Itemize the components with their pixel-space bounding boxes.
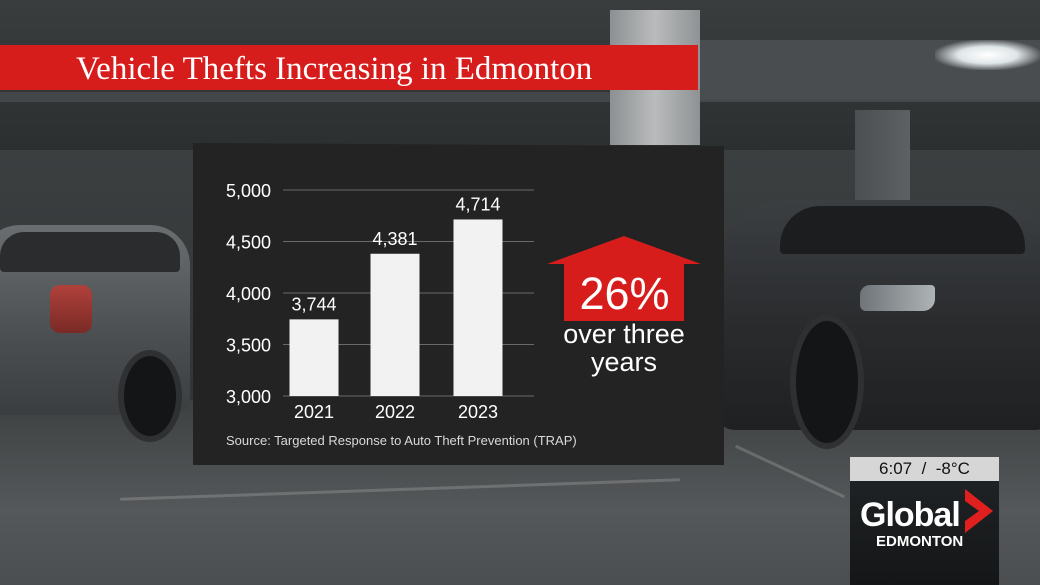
car-windshield <box>780 206 1025 254</box>
data-label: 4,714 <box>455 194 500 214</box>
bar <box>453 219 503 396</box>
car-wheel <box>790 315 864 449</box>
time-temperature-bar: 6:07 / -8°C <box>850 457 999 481</box>
increase-percentage: 26% <box>579 268 670 319</box>
bar <box>289 319 339 396</box>
ceiling-light <box>935 40 1040 70</box>
ceiling-beam <box>0 92 1040 102</box>
bar <box>370 253 420 396</box>
clock-time: 6:07 <box>879 459 913 478</box>
car-tail-light <box>50 285 92 333</box>
separator: / <box>921 459 927 478</box>
y-tick-label: 4,000 <box>226 284 271 304</box>
car-wheel <box>118 350 182 442</box>
data-label: 4,381 <box>372 229 417 249</box>
car-headlight <box>860 285 935 311</box>
y-tick-label: 5,000 <box>226 181 271 201</box>
y-tick-label: 3,000 <box>226 387 271 407</box>
x-tick-label: 2023 <box>458 402 498 422</box>
increase-caption: over three years <box>563 319 685 377</box>
station-city: EDMONTON <box>876 533 964 550</box>
y-tick-label: 4,500 <box>226 233 271 253</box>
title-banner <box>0 45 698 90</box>
chevron-right-icon <box>965 489 993 533</box>
station-brand: Global <box>860 496 961 534</box>
x-tick-label: 2021 <box>294 402 334 422</box>
chart-source: Source: Targeted Response to Auto Theft … <box>226 433 577 448</box>
page-title: Vehicle Thefts Increasing in Edmonton <box>76 51 593 87</box>
y-tick-label: 3,500 <box>226 336 271 356</box>
data-label: 3,744 <box>291 294 336 314</box>
x-tick-label: 2022 <box>375 402 415 422</box>
temperature: -8°C <box>935 459 970 478</box>
car-rear-window <box>0 232 180 272</box>
up-arrow-icon <box>547 236 701 321</box>
